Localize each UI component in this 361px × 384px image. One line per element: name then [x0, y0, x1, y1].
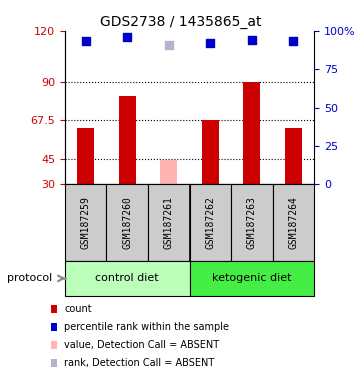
Text: rank, Detection Call = ABSENT: rank, Detection Call = ABSENT — [64, 358, 214, 368]
Point — [207, 40, 213, 46]
Text: protocol: protocol — [7, 273, 52, 283]
Bar — [273, 184, 314, 261]
Bar — [190, 261, 314, 296]
Text: ketogenic diet: ketogenic diet — [212, 273, 292, 283]
Text: GSM187264: GSM187264 — [288, 196, 298, 249]
Bar — [65, 184, 106, 261]
Bar — [77, 128, 94, 184]
Text: count: count — [64, 304, 92, 314]
Bar — [285, 128, 301, 184]
Text: control diet: control diet — [95, 273, 159, 283]
Point — [83, 38, 89, 44]
Text: GSM187261: GSM187261 — [164, 196, 174, 249]
Bar — [202, 120, 218, 184]
Point — [124, 34, 130, 40]
Bar — [160, 161, 177, 184]
Bar — [119, 96, 135, 184]
Bar — [148, 184, 190, 261]
Bar — [231, 184, 273, 261]
Point — [166, 41, 172, 48]
Text: value, Detection Call = ABSENT: value, Detection Call = ABSENT — [64, 340, 219, 350]
Text: GSM187260: GSM187260 — [122, 196, 132, 249]
Bar — [190, 184, 231, 261]
Text: GSM187263: GSM187263 — [247, 196, 257, 249]
Bar — [106, 184, 148, 261]
Point — [290, 38, 296, 45]
Text: GSM187262: GSM187262 — [205, 196, 215, 249]
Point — [249, 37, 255, 43]
Text: GSM187259: GSM187259 — [81, 196, 91, 249]
Text: GDS2738 / 1435865_at: GDS2738 / 1435865_at — [100, 15, 261, 29]
Bar — [65, 261, 190, 296]
Bar — [243, 82, 260, 184]
Text: percentile rank within the sample: percentile rank within the sample — [64, 322, 229, 332]
